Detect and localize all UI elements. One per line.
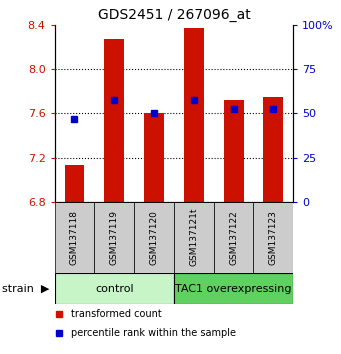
Bar — [64, 165, 84, 202]
Text: GSM137118: GSM137118 — [70, 210, 79, 265]
Text: GSM137119: GSM137119 — [110, 210, 119, 265]
Bar — [264, 97, 283, 202]
Bar — [214, 202, 253, 273]
Bar — [253, 202, 293, 273]
Text: percentile rank within the sample: percentile rank within the sample — [71, 329, 236, 338]
Text: GSM137122: GSM137122 — [229, 210, 238, 264]
Text: GSM137123: GSM137123 — [269, 210, 278, 265]
Text: transformed count: transformed count — [71, 309, 162, 319]
Bar — [184, 28, 204, 202]
Text: control: control — [95, 284, 134, 293]
Bar — [134, 202, 174, 273]
Text: TAC1 overexpressing: TAC1 overexpressing — [175, 284, 292, 293]
Bar — [224, 100, 243, 202]
Title: GDS2451 / 267096_at: GDS2451 / 267096_at — [98, 8, 250, 22]
Bar — [144, 113, 164, 202]
Bar — [104, 39, 124, 202]
Bar — [55, 202, 94, 273]
Bar — [55, 273, 174, 304]
Text: GSM137121t: GSM137121t — [189, 208, 198, 267]
Text: strain  ▶: strain ▶ — [2, 284, 49, 293]
Bar — [174, 202, 214, 273]
Bar — [94, 202, 134, 273]
Text: GSM137120: GSM137120 — [149, 210, 159, 265]
Bar — [174, 273, 293, 304]
